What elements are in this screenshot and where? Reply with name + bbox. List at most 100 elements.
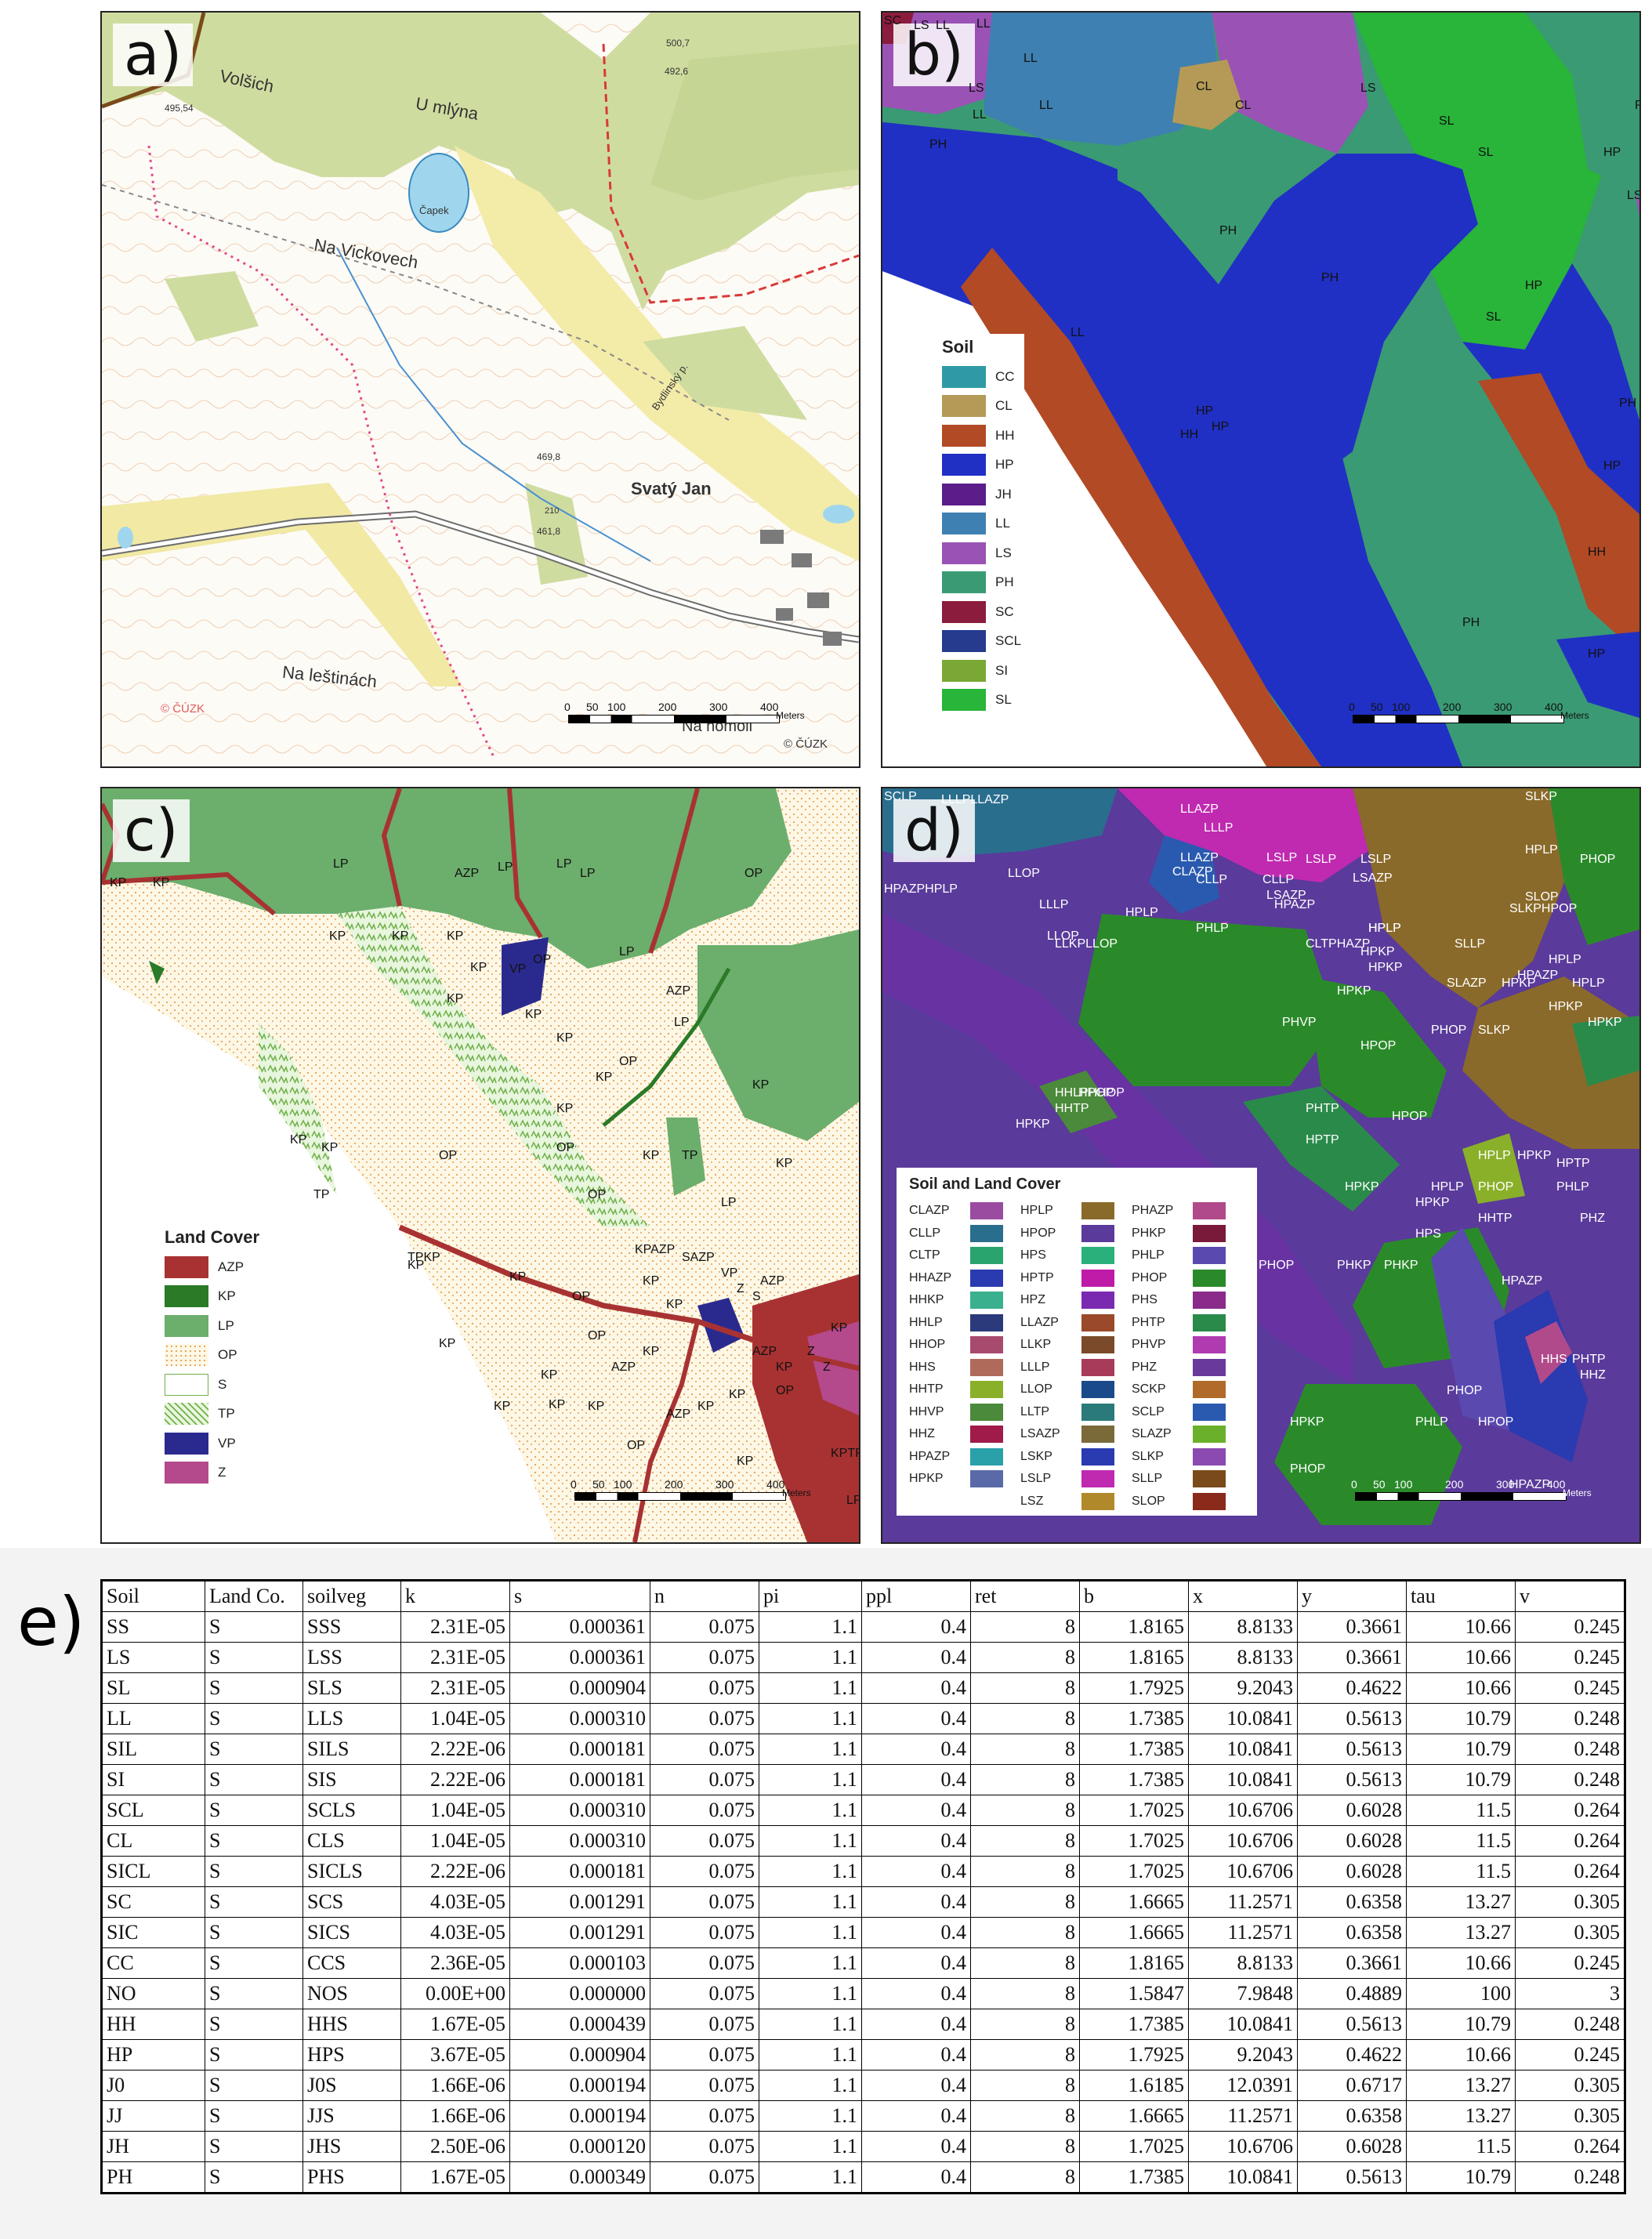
panel-c-land-cover-map: c) LP AZP LP KP KP LP LP KP OP KP KP KP LP OP VP KP KP KP… (100, 787, 860, 1544)
table-cell: 0.075 (650, 1795, 759, 1826)
legend-label: SLKP (1132, 1449, 1164, 1463)
map-region-label: TP (682, 1149, 698, 1162)
legend-label: Z (218, 1465, 226, 1480)
legend-item: LLOP (1020, 1379, 1114, 1401)
map-region-label: LLAZP (1180, 802, 1219, 816)
table-cell: 0.4 (861, 1611, 971, 1643)
legend-item: LLTP (1020, 1401, 1114, 1424)
table-cell: 0.245 (1515, 1947, 1625, 1979)
legend-item: HHAZP (909, 1267, 1003, 1290)
table-cell: 0.4 (861, 2039, 971, 2071)
table-cell: 10.0841 (1188, 2161, 1298, 2194)
legend-item: HHOP (909, 1334, 1003, 1357)
table-row: HP S HPS 3.67E-05 0.000904 0.075 1.1 0.4 8 1.7925… (101, 2039, 1625, 2071)
legend-swatch (1193, 1470, 1226, 1488)
table-cell: 8 (970, 2039, 1080, 2071)
legend-label: LLTP (1020, 1404, 1050, 1418)
table-cell: 0.075 (650, 1825, 759, 1857)
scale-tick: 50 (592, 1478, 605, 1491)
legend-label: HHOP (909, 1338, 946, 1352)
legend-item: LSLP (1020, 1468, 1114, 1491)
map-region-label: PHKP (1384, 1259, 1418, 1272)
table-cell: 0.248 (1515, 1734, 1625, 1765)
table-cell: 1.7385 (1079, 1703, 1189, 1734)
legend-swatch (1081, 1470, 1114, 1488)
table-cell: 11.5 (1406, 1856, 1516, 1887)
table-cell: 0.4 (861, 1672, 971, 1704)
table-cell: CCS (303, 1947, 401, 1979)
table-cell: 0.000181 (509, 1856, 650, 1887)
table-cell: J0S (303, 2070, 401, 2101)
map-region-label: KP (729, 1388, 746, 1401)
legend-label: HH (995, 427, 1015, 443)
map-region-label: CLLP (1196, 873, 1228, 886)
table-cell: 1.1 (759, 1795, 862, 1826)
map-region-label: HP (1588, 647, 1606, 661)
table-header-cell: b (1079, 1580, 1189, 1612)
legend-label: HHTP (909, 1382, 944, 1397)
legend-item: LLAZP (1020, 1312, 1114, 1335)
legend-item: SCKP (1132, 1379, 1226, 1401)
table-cell: 0.248 (1515, 2009, 1625, 2040)
legend-swatch (970, 1336, 1003, 1354)
table-cell: 3.67E-05 (400, 2039, 510, 2071)
table-cell: 12.0391 (1188, 2070, 1298, 2101)
table-cell: 0.075 (650, 2161, 759, 2194)
land-cover-map-graphic (102, 788, 859, 1542)
table-row: PH S PHS 1.67E-05 0.000349 0.075 1.1 0.4 8 1.7385… (101, 2161, 1625, 2194)
table-cell: 1.7385 (1079, 1734, 1189, 1765)
legend-item: LS (942, 538, 1021, 568)
legend-swatch (970, 1470, 1003, 1488)
legend-item: LSZ (1020, 1491, 1114, 1513)
legend-item: HHZ (909, 1423, 1003, 1446)
legend-label: LS (995, 545, 1012, 560)
map-region-label: KP (752, 1078, 770, 1092)
legend-label: LLOP (1020, 1382, 1052, 1397)
map-region-label: HPOP (1078, 1086, 1114, 1100)
table-cell: 1.6665 (1079, 1917, 1189, 1948)
table-cell: 0.4 (861, 1764, 971, 1795)
table-cell: 0.075 (650, 2009, 759, 2040)
table-cell: LS (101, 1642, 205, 1673)
table-cell: 1.1 (759, 2131, 862, 2162)
table-cell: 0.5613 (1297, 1764, 1407, 1795)
map-region-label: PH (1321, 271, 1339, 284)
table-cell: 0.000194 (509, 2070, 650, 2101)
map-region-label: PH (929, 138, 947, 151)
map-region-label: SCLP (884, 790, 917, 803)
map-region-label: HPLP (1368, 922, 1401, 935)
map-region-label: PHOP (1447, 1384, 1483, 1397)
table-cell: 1.7385 (1079, 1764, 1189, 1795)
table-cell: 10.6706 (1188, 1856, 1298, 1887)
table-cell: 0.248 (1515, 1764, 1625, 1795)
legend-label: HHKP (909, 1293, 944, 1307)
soil-legend-items: CC CL HH HP JH LL LS PH SC SCL SI SL (942, 362, 1021, 715)
legend-item: CLLP (909, 1223, 1003, 1245)
map-region-label: SL (1486, 310, 1502, 324)
panel-b-soil-map: b) SC LS LL LL LL LS LL CL CL LL LS PH PH SL SL HP LS PH P… (881, 11, 1641, 768)
table-cell: 1.8165 (1079, 1611, 1189, 1643)
scale-tick: 200 (1445, 1478, 1464, 1491)
map-region-label: LLOP (1047, 929, 1079, 943)
table-cell: S (205, 1764, 303, 1795)
table-header-cell: v (1515, 1580, 1625, 1612)
map-region-label: S (752, 1290, 761, 1303)
table-cell: 0.001291 (509, 1886, 650, 1918)
table-cell: 1.1 (759, 2100, 862, 2132)
table-cell: PHS (303, 2161, 401, 2194)
table-cell: 1.04E-05 (400, 1703, 510, 1734)
table-cell: SLS (303, 1672, 401, 1704)
table-cell: 0.6028 (1297, 1825, 1407, 1857)
table-cell: 0.075 (650, 1734, 759, 1765)
table-cell: 0.4 (861, 1856, 971, 1887)
table-cell: 10.6706 (1188, 1795, 1298, 1826)
map-region-label: HPLP (1368, 922, 1401, 935)
map-region-label: AZP (760, 1274, 785, 1288)
legend-label: AZP (218, 1259, 245, 1274)
legend-column: PHAZP PHKP PHLP PHOP PHS PHTP PHVP PHZ SCKP SCLP S… (1132, 1200, 1226, 1513)
map-region-label: AZP (666, 1408, 691, 1421)
map-region-label: KP (666, 1298, 683, 1311)
map-region-label: HPKP (1549, 1000, 1583, 1013)
table-cell: 0.000103 (509, 1947, 650, 1979)
table-cell: 1.1 (759, 1825, 862, 1857)
